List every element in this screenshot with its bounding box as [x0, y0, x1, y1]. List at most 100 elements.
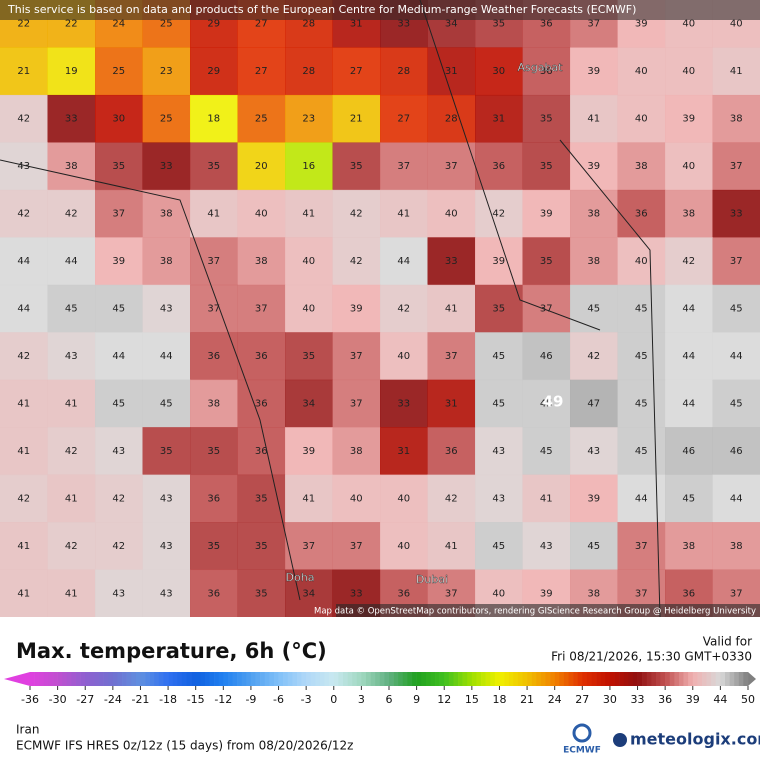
colorbar-segment — [228, 672, 233, 686]
temp-value: 44 — [682, 304, 695, 315]
temp-value: 37 — [635, 588, 648, 599]
colorbar-segment — [522, 672, 527, 686]
temp-value: 42 — [17, 114, 30, 125]
colorbar-tick-label: -12 — [214, 693, 232, 706]
colorbar-segment — [329, 672, 334, 686]
colorbar-segment — [168, 672, 173, 686]
colorbar-segment — [177, 672, 182, 686]
temp-value: 21 — [17, 66, 30, 77]
colorbar-segment — [545, 672, 550, 686]
colorbar-segment — [260, 672, 265, 686]
colorbar-tick-label: 24 — [548, 693, 562, 706]
temp-value: 39 — [112, 256, 125, 267]
colorbar-tick-label: -18 — [159, 693, 177, 706]
colorbar-segment — [504, 672, 509, 686]
banner: This service is based on data and produc… — [7, 3, 636, 16]
temp-value: 33 — [397, 19, 410, 30]
colorbar-segment — [499, 672, 504, 686]
colorbar-tick-label: -3 — [301, 693, 312, 706]
temp-value: 35 — [350, 161, 363, 172]
colorbar-segment — [196, 672, 201, 686]
valid-time: Fri 08/21/2026, 15:30 GMT+0330 — [551, 650, 752, 664]
colorbar-segment — [334, 672, 339, 686]
colorbar-segment — [619, 672, 624, 686]
temp-value: 41 — [302, 493, 315, 504]
temp-value: 36 — [635, 209, 648, 220]
colorbar-tick-label: 50 — [741, 693, 755, 706]
colorbar-segment — [173, 672, 178, 686]
colorbar-segment — [85, 672, 90, 686]
colorbar-segment — [104, 672, 109, 686]
colorbar-segment — [679, 672, 684, 686]
temp-value: 40 — [682, 161, 695, 172]
temp-value: 36 — [255, 351, 268, 362]
temp-value: 41 — [540, 493, 553, 504]
temp-value: 39 — [587, 66, 600, 77]
temp-value: 37 — [730, 256, 743, 267]
temp-value: 45 — [160, 398, 173, 409]
colorbar-segment — [39, 672, 44, 686]
temp-value: 40 — [397, 493, 410, 504]
temp-value: 45 — [730, 398, 743, 409]
temp-value: 40 — [730, 19, 743, 30]
temp-value: 47 — [587, 398, 600, 409]
ecmwf-logo — [574, 725, 590, 741]
temp-value: 44 — [17, 304, 30, 315]
temp-value: 30 — [492, 66, 505, 77]
colorbar-segment — [605, 672, 610, 686]
temp-value: 39 — [587, 493, 600, 504]
temp-value: 37 — [255, 304, 268, 315]
city-label: Asgabat — [517, 61, 563, 74]
temp-value: 27 — [255, 66, 268, 77]
temp-value: 43 — [492, 446, 505, 457]
colorbar-segment — [35, 672, 40, 686]
temp-value: 37 — [730, 588, 743, 599]
temp-value: 41 — [397, 209, 410, 220]
temp-value: 45 — [65, 304, 78, 315]
temp-value: 36 — [540, 19, 553, 30]
temp-value: 33 — [397, 398, 410, 409]
colorbar-tick-label: 9 — [413, 693, 420, 706]
temp-value: 30 — [112, 114, 125, 125]
temp-value: 40 — [397, 541, 410, 552]
colorbar-segment — [541, 672, 546, 686]
temp-value: 45 — [492, 351, 505, 362]
temp-value: 44 — [682, 351, 695, 362]
temp-value: 46 — [682, 446, 695, 457]
colorbar-segment — [665, 672, 670, 686]
temp-value: 40 — [682, 66, 695, 77]
temp-value: 43 — [540, 541, 553, 552]
temp-value: 45 — [682, 493, 695, 504]
colorbar-segment — [315, 672, 320, 686]
temp-value: 31 — [445, 398, 458, 409]
temp-value: 41 — [17, 398, 30, 409]
brand: meteologix.com — [630, 730, 760, 749]
colorbar-segment — [412, 672, 417, 686]
temp-value: 35 — [207, 446, 220, 457]
colorbar-segment — [587, 672, 592, 686]
temp-value: 43 — [112, 588, 125, 599]
colorbar-segment — [71, 672, 76, 686]
temp-value: 22 — [17, 19, 30, 30]
temp-value: 36 — [207, 493, 220, 504]
colorbar-segment — [564, 672, 569, 686]
city-label: Doha — [286, 571, 315, 584]
colorbar-left-arrow — [4, 672, 30, 686]
colorbar-tick-label: 36 — [658, 693, 672, 706]
temp-value: 41 — [65, 493, 78, 504]
colorbar-segment — [145, 672, 150, 686]
colorbar-segment — [467, 672, 472, 686]
colorbar-segment — [361, 672, 366, 686]
temp-value: 43 — [160, 588, 173, 599]
colorbar-segment — [697, 672, 702, 686]
colorbar-segment — [163, 672, 168, 686]
ecmwf-label: ECMWF — [563, 746, 601, 756]
temp-value: 45 — [492, 541, 505, 552]
colorbar-segment — [371, 672, 376, 686]
colorbar-segment — [739, 672, 744, 686]
colorbar-segment — [223, 672, 228, 686]
temp-value: 29 — [207, 66, 220, 77]
colorbar-segment — [136, 672, 141, 686]
temp-value: 38 — [635, 161, 648, 172]
temp-value: 36 — [397, 588, 410, 599]
